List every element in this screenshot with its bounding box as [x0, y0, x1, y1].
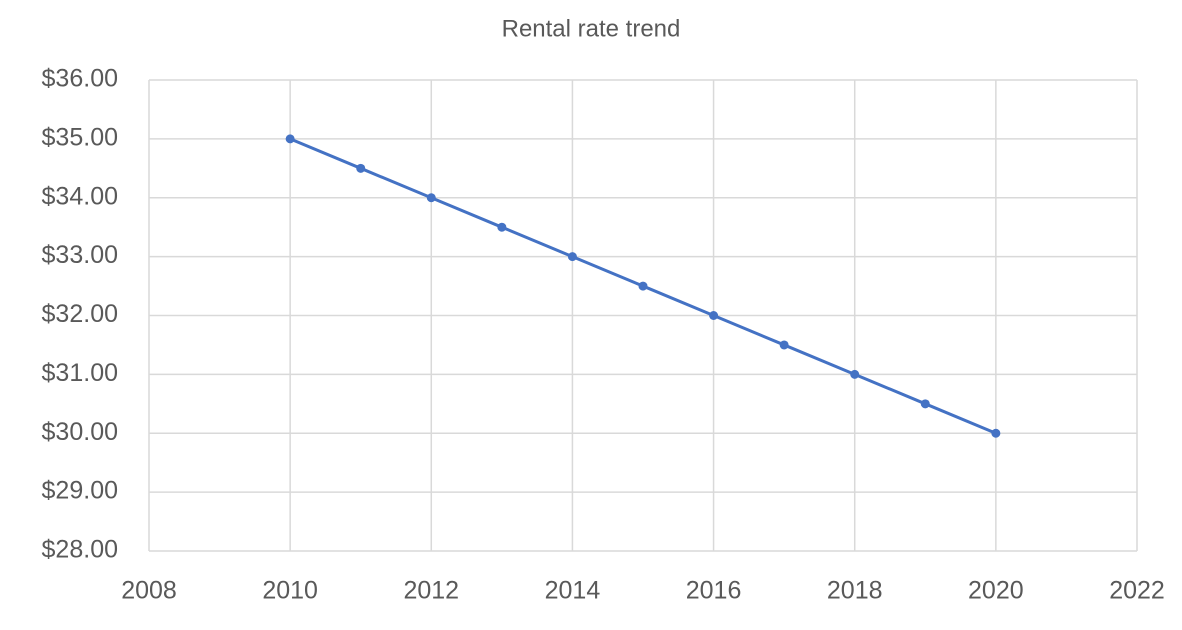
x-tick-label: 2020	[968, 577, 1024, 605]
y-tick-label: $35.00	[42, 123, 118, 151]
x-tick-label: 2014	[545, 577, 601, 605]
x-tick-label: 2016	[686, 577, 742, 605]
marker	[567, 252, 577, 262]
marker	[497, 222, 507, 232]
x-tick-label: 2022	[1109, 577, 1165, 605]
marker	[850, 369, 860, 379]
x-tick-label: 2008	[121, 577, 177, 605]
y-tick-label: $33.00	[42, 241, 118, 269]
marker	[356, 163, 366, 173]
marker	[709, 311, 719, 320]
x-tick-label: 2018	[827, 577, 883, 605]
chart-title: Rental rate trend	[502, 15, 681, 42]
y-tick-label: $31.00	[42, 359, 118, 387]
marker	[285, 134, 295, 144]
x-tick-label: 2010	[262, 577, 318, 605]
marker	[920, 399, 930, 409]
marker	[991, 428, 1001, 438]
y-tick-label: $29.00	[42, 477, 118, 505]
y-tick-label: $28.00	[42, 536, 118, 564]
y-tick-label: $34.00	[42, 182, 118, 210]
y-tick-label: $30.00	[42, 418, 118, 446]
x-tick-label: 2012	[403, 577, 459, 605]
marker	[638, 281, 648, 291]
marker	[779, 340, 789, 350]
y-tick-label: $32.00	[42, 300, 118, 328]
marker	[426, 193, 436, 203]
y-tick-label: $36.00	[42, 65, 118, 93]
